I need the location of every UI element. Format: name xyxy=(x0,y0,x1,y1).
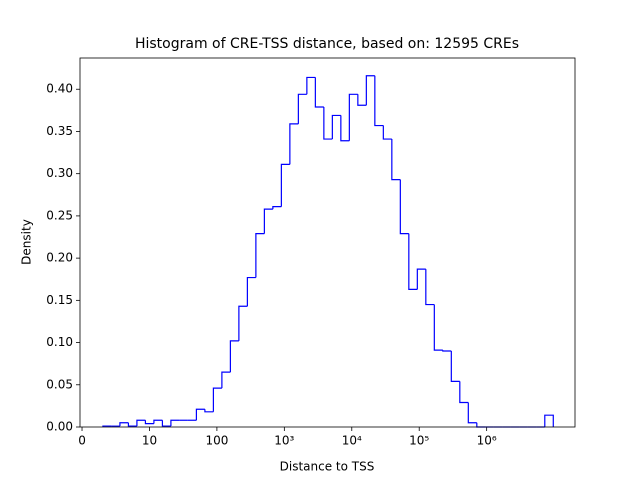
y-tick-label: 0.15 xyxy=(46,293,73,307)
histogram-bin xyxy=(144,420,154,425)
y-axis-label: Density xyxy=(20,219,34,265)
histogram-bin xyxy=(289,123,299,165)
histogram-bin xyxy=(272,206,282,210)
histogram-bin xyxy=(170,419,180,427)
histogram-bin xyxy=(365,75,375,106)
histogram-bin xyxy=(433,304,443,351)
histogram-bin xyxy=(195,408,205,421)
histogram-bin xyxy=(374,75,384,127)
histogram-bin xyxy=(238,305,248,341)
y-tick-label: 0.25 xyxy=(46,208,73,222)
histogram-bin xyxy=(306,76,316,95)
y-tick-label: 0.35 xyxy=(46,124,73,138)
histogram-bin xyxy=(280,163,290,207)
y-tick-label: 0.40 xyxy=(46,82,73,96)
histogram-bin xyxy=(255,233,265,278)
histogram-bin xyxy=(297,93,307,124)
histogram-bin xyxy=(136,419,146,427)
histogram-bin xyxy=(467,402,477,424)
histogram-bin xyxy=(425,269,435,306)
histogram-bin xyxy=(416,268,426,290)
histogram-bin xyxy=(161,420,171,427)
histogram-bin xyxy=(399,179,409,235)
histogram-bin xyxy=(127,422,137,427)
y-tick-label: 0.00 xyxy=(46,420,73,434)
histogram-bin xyxy=(340,115,350,142)
histogram-bin xyxy=(263,208,273,234)
histogram-bin xyxy=(212,387,222,412)
x-axis-label: Distance to TSS xyxy=(280,460,375,474)
histogram-bin xyxy=(357,94,367,106)
histogram-bin xyxy=(331,114,341,140)
x-tick-label: 10⁶ xyxy=(477,434,497,448)
y-tick-label: 0.20 xyxy=(46,251,73,265)
chart-title: Histogram of CRE-TSS distance, based on:… xyxy=(135,36,519,52)
x-tick-label: 10³ xyxy=(274,434,294,448)
histogram-bin xyxy=(153,419,163,424)
histogram-bin xyxy=(382,125,392,140)
histogram-bin xyxy=(204,409,214,413)
histogram-bin xyxy=(408,233,418,290)
histogram-bin xyxy=(442,350,452,352)
y-tick-label: 0.30 xyxy=(46,166,73,180)
histogram-bin xyxy=(314,77,324,108)
x-tick-label: 10⁵ xyxy=(409,434,429,448)
histogram-bin xyxy=(459,381,469,404)
x-tick-label: 0 xyxy=(78,434,86,448)
histogram-bin xyxy=(221,371,231,389)
histogram-bin xyxy=(391,139,401,181)
histogram-bin xyxy=(544,414,554,427)
y-tick-label: 0.10 xyxy=(46,335,73,349)
histogram-bin xyxy=(348,93,358,141)
plot-frame xyxy=(79,57,576,428)
histogram-bin xyxy=(229,340,239,373)
y-tick-label: 0.05 xyxy=(46,377,73,391)
x-tick-label: 10⁴ xyxy=(342,434,362,448)
histogram-bin xyxy=(323,106,333,140)
x-tick-label: 100 xyxy=(205,434,228,448)
histogram-bin xyxy=(450,351,460,383)
x-tick-label: 10 xyxy=(142,434,157,448)
histogram-bin xyxy=(119,422,129,427)
histogram-bin xyxy=(246,276,256,307)
